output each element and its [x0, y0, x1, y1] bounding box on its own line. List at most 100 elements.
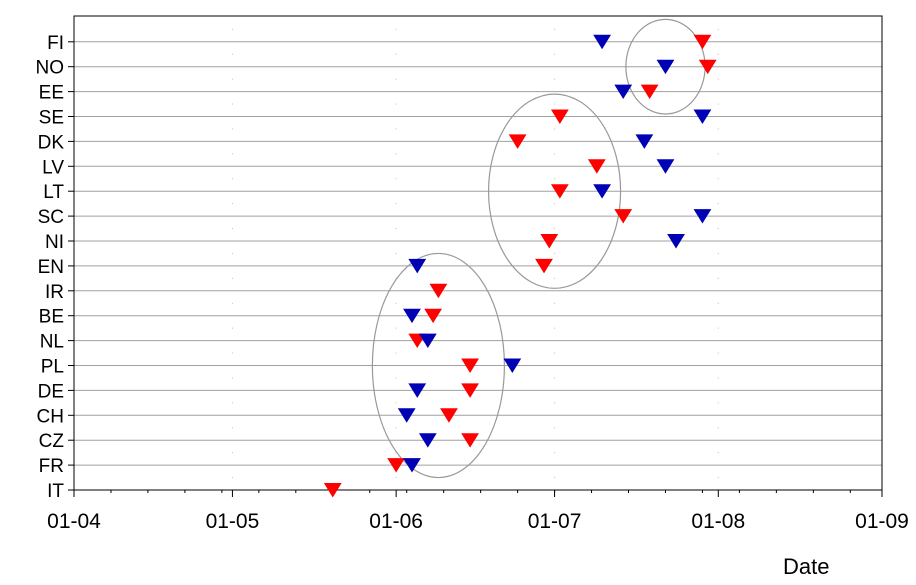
grid-dot [395, 327, 397, 329]
grid-dot [231, 228, 233, 230]
grid-dot [717, 277, 719, 279]
marker-series-1-it [323, 483, 342, 498]
marker-series-2-se [693, 109, 712, 124]
grid-dot [554, 402, 556, 404]
grid-dot [717, 228, 719, 230]
marker-series-2-cz [418, 433, 437, 448]
grid-dot [395, 103, 397, 105]
grid-dot [395, 302, 397, 304]
marker-series-1-fi [693, 34, 712, 50]
grid-dot [554, 103, 556, 105]
marker-series-2-be [403, 308, 421, 324]
grid-dot [717, 28, 719, 30]
grid-dot [717, 203, 719, 205]
data-points [323, 34, 717, 498]
marker-series-1-fr [387, 458, 406, 473]
marker-series-1-pl [461, 358, 479, 373]
grid-dot [717, 178, 719, 180]
marker-series-2-en [408, 258, 427, 274]
x-tick-label: 01-04 [47, 510, 101, 533]
grid-dot [231, 28, 233, 30]
grid-dot [554, 302, 556, 304]
y-tick-label: SC [38, 207, 64, 228]
grid-dot [395, 153, 397, 155]
grid-dot [717, 402, 719, 404]
marker-series-2-no [656, 59, 675, 75]
grid-dot [717, 377, 719, 379]
grid-dot [554, 427, 556, 429]
grid-dot [554, 28, 556, 30]
grid-dot [717, 128, 719, 130]
grid-dot [231, 427, 233, 429]
grid-dot [231, 477, 233, 479]
marker-series-1-ni [540, 234, 559, 249]
grid-dot [395, 203, 397, 205]
grid-dot [717, 78, 719, 80]
marker-series-2-ch [397, 408, 416, 423]
x-axis: 01-04 01-05 01-06 01-07 01-08 01-09 [47, 490, 909, 533]
y-tick-label: IR [45, 282, 64, 303]
grid-dot [231, 252, 233, 254]
grid-dot [395, 78, 397, 80]
grid-dot [554, 228, 556, 230]
grid-dot [231, 327, 233, 329]
plot-area [73, 15, 883, 491]
marker-series-2-ni [667, 234, 685, 249]
marker-series-1-lt [550, 184, 569, 199]
marker-series-1-ch [440, 408, 458, 423]
grid-dot [717, 452, 719, 454]
grid-dot [231, 452, 233, 454]
marker-series-1-ee [640, 84, 659, 100]
grid-dot [717, 427, 719, 429]
marker-series-2-fi [593, 34, 611, 50]
grid-dot [717, 153, 719, 155]
grid-dot [554, 53, 556, 55]
grid-dot [554, 377, 556, 379]
grid-dot [231, 203, 233, 205]
grid-dot [554, 178, 556, 180]
y-tick-label: DE [38, 381, 64, 402]
grid-dot [231, 128, 233, 130]
gridlines [74, 28, 882, 479]
grid-dot [231, 78, 233, 80]
x-axis-title: Date [783, 554, 830, 579]
y-tick-label: DK [38, 132, 65, 153]
grid-dot [554, 277, 556, 279]
y-tick-label: NO [36, 58, 65, 79]
grid-dot [395, 28, 397, 30]
grid-dot [554, 352, 556, 354]
grid-dot [395, 427, 397, 429]
grid-dot [395, 178, 397, 180]
marker-series-2-lv [656, 159, 675, 174]
marker-series-2-pl [503, 358, 522, 373]
grid-dot [717, 53, 719, 55]
y-axis: FI NO EE SE DK LV LT SC NI EN IR BE NL PL DE CH CZ FR IT [36, 33, 74, 502]
y-tick-label: NI [45, 232, 64, 253]
y-tick-label: FI [47, 33, 64, 54]
y-tick-label: LT [43, 182, 64, 203]
grid-dot [554, 252, 556, 254]
marker-series-2-dk [635, 134, 654, 149]
grid-dot [554, 452, 556, 454]
marker-series-1-be [424, 308, 443, 324]
grid-dot [395, 352, 397, 354]
y-tick-label: EE [39, 83, 64, 104]
grid-dot [395, 128, 397, 130]
grid-dot [231, 352, 233, 354]
grid-dot [554, 203, 556, 205]
x-tick-label: 01-06 [369, 510, 423, 533]
grid-dot [717, 302, 719, 304]
grid-dot [717, 103, 719, 105]
grid-dot [231, 153, 233, 155]
grid-dot [231, 377, 233, 379]
grid-dot [231, 178, 233, 180]
y-tick-label: EN [38, 257, 64, 278]
grid-dot [395, 277, 397, 279]
y-tick-label: LV [42, 157, 64, 178]
marker-series-2-sc [693, 209, 712, 224]
grid-dot [717, 327, 719, 329]
grid-dot [554, 327, 556, 329]
y-tick-label: BE [39, 307, 64, 328]
marker-series-1-sc [614, 209, 633, 224]
